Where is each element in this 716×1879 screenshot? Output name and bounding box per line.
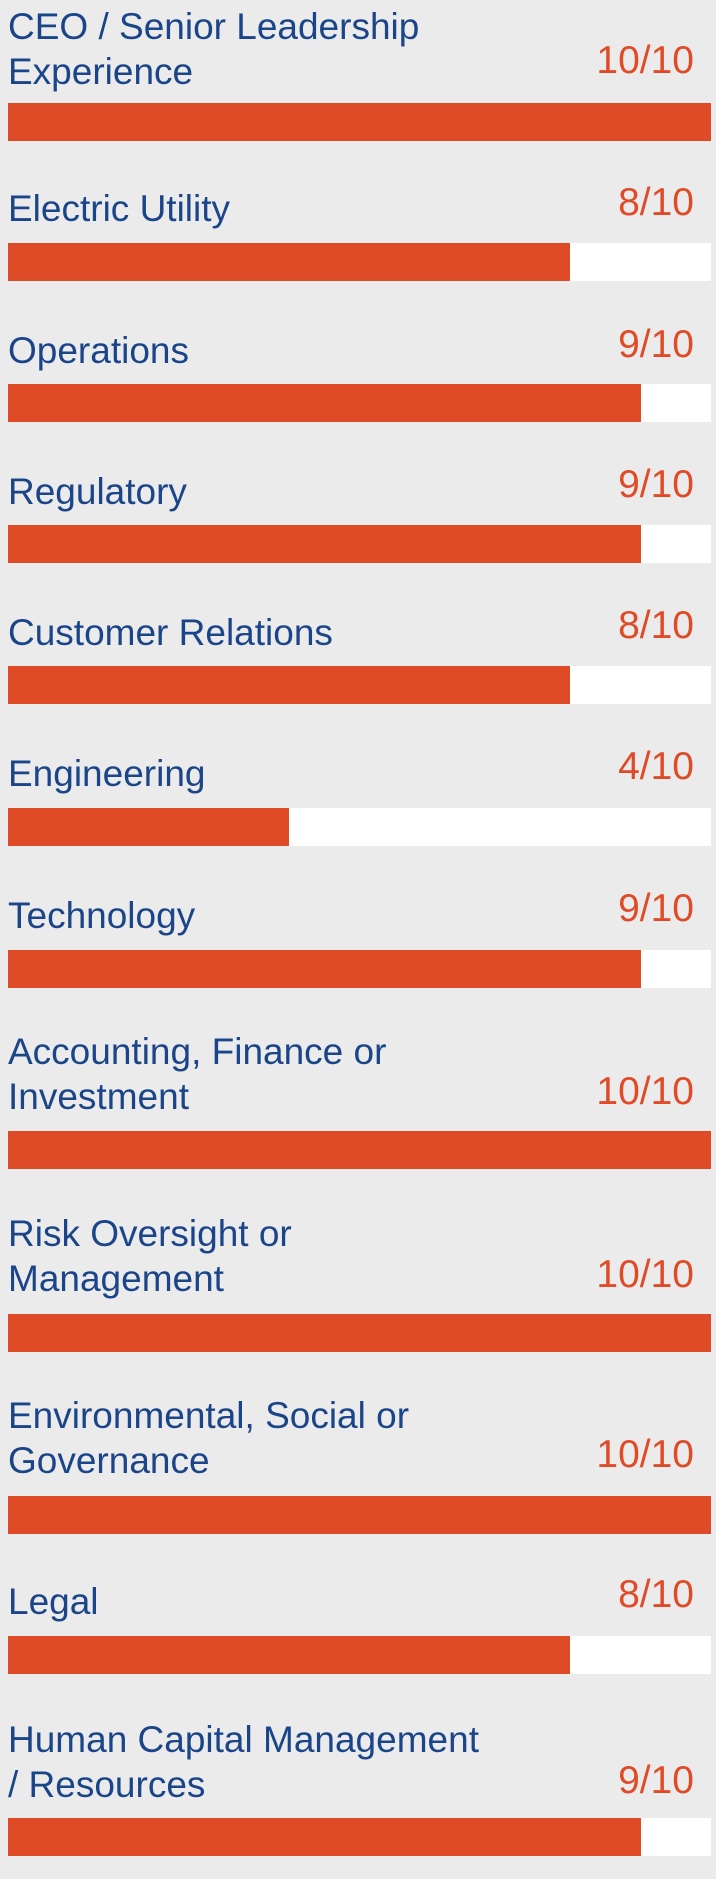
skill-bar-track bbox=[8, 666, 711, 704]
skill-bar-fill bbox=[8, 808, 289, 846]
skill-bar-track bbox=[8, 808, 711, 846]
skill-label-line: Legal bbox=[8, 1581, 99, 1622]
skill-score: 9/10 bbox=[618, 887, 694, 930]
skill-bar-track bbox=[8, 384, 711, 422]
skill-label: Technology bbox=[8, 893, 195, 938]
skill-label-line: Accounting, Finance or bbox=[8, 1031, 387, 1072]
skill-bar-track bbox=[8, 243, 711, 281]
skill-bar-fill bbox=[8, 1131, 711, 1169]
skill-label: Environmental, Social or Governance bbox=[8, 1393, 409, 1483]
skill-bar-track bbox=[8, 1131, 711, 1169]
skill-bar-track bbox=[8, 950, 711, 988]
skill-label-line: Electric Utility bbox=[8, 188, 231, 229]
skill-bar-fill bbox=[8, 1636, 570, 1674]
skill-label: Human Capital Management / Resources bbox=[8, 1717, 479, 1807]
skill-label-line: Environmental, Social or bbox=[8, 1395, 410, 1436]
skill-bar-track bbox=[8, 1636, 711, 1674]
skill-bar-fill bbox=[8, 384, 641, 422]
skill-score: 8/10 bbox=[618, 181, 694, 224]
skill-label-line: Investment bbox=[8, 1076, 189, 1117]
skill-label: Engineering bbox=[8, 751, 205, 796]
skill-label: Electric Utility bbox=[8, 186, 230, 231]
skill-label-line: Regulatory bbox=[8, 471, 187, 512]
skill-score: 10/10 bbox=[596, 1070, 694, 1113]
skill-score: 10/10 bbox=[596, 1433, 694, 1476]
skill-bar-track bbox=[8, 103, 711, 141]
skill-score: 8/10 bbox=[618, 1573, 694, 1616]
skill-bar-fill bbox=[8, 1314, 711, 1352]
skill-label-line: Operations bbox=[8, 330, 189, 371]
skill-label-line: Engineering bbox=[8, 753, 206, 794]
skill-bar-fill bbox=[8, 1818, 641, 1856]
skill-score: 9/10 bbox=[618, 1759, 694, 1802]
skill-label-line: Technology bbox=[8, 895, 196, 936]
skill-label-line: Human Capital Management bbox=[8, 1719, 479, 1760]
skill-label-line: Governance bbox=[8, 1440, 210, 1481]
skill-label: Regulatory bbox=[8, 469, 187, 514]
skill-label-line: Customer Relations bbox=[8, 612, 333, 653]
skill-bar-fill bbox=[8, 103, 711, 141]
skill-score: 4/10 bbox=[618, 745, 694, 788]
skill-label: Legal bbox=[8, 1579, 99, 1624]
skill-bar-fill bbox=[8, 243, 570, 281]
skill-label: CEO / Senior Leadership Experience bbox=[8, 4, 419, 94]
skill-label: Customer Relations bbox=[8, 610, 333, 655]
skill-bar-fill bbox=[8, 1496, 711, 1534]
skill-score: 8/10 bbox=[618, 604, 694, 647]
skill-bar-fill bbox=[8, 525, 641, 563]
skill-bar-track bbox=[8, 525, 711, 563]
skill-bar-track bbox=[8, 1496, 711, 1534]
skill-bar-fill bbox=[8, 950, 641, 988]
skill-label: Operations bbox=[8, 328, 189, 373]
skill-label-line: / Resources bbox=[8, 1764, 206, 1805]
skill-label-line: Risk Oversight or bbox=[8, 1213, 292, 1254]
skill-label: Accounting, Finance or Investment bbox=[8, 1029, 386, 1119]
skill-score: 9/10 bbox=[618, 323, 694, 366]
skill-bar-track bbox=[8, 1818, 711, 1856]
skill-label: Risk Oversight or Management bbox=[8, 1211, 292, 1301]
skill-bar-track bbox=[8, 1314, 711, 1352]
skill-score: 9/10 bbox=[618, 463, 694, 506]
skill-bar-fill bbox=[8, 666, 570, 704]
skill-label-line: Experience bbox=[8, 51, 194, 92]
skill-score: 10/10 bbox=[596, 39, 694, 82]
skill-label-line: Management bbox=[8, 1258, 224, 1299]
skill-label-line: CEO / Senior Leadership bbox=[8, 6, 420, 47]
skill-score: 10/10 bbox=[596, 1253, 694, 1296]
